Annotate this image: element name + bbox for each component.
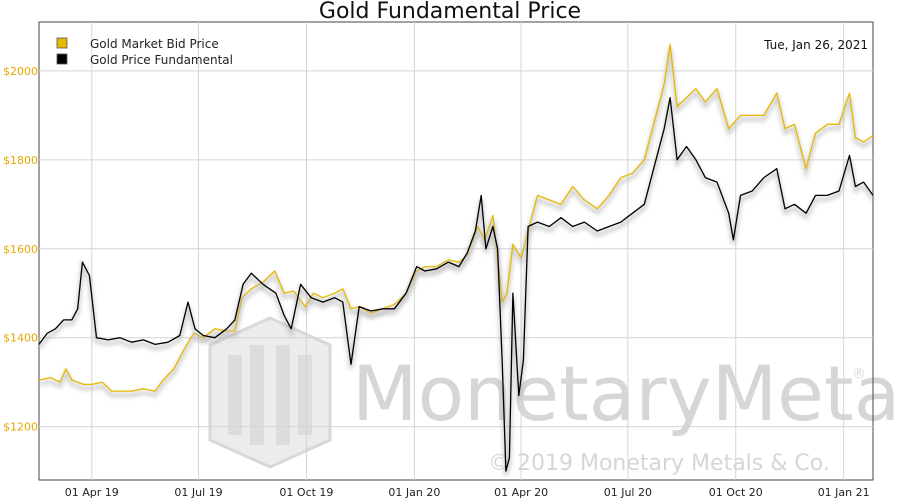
x-tick-label: 01 Oct 20 [709,486,763,499]
x-tick-label: 01 Jul 20 [604,486,652,499]
y-tick-label: $2000 [3,65,38,78]
legend-label: Gold Price Fundamental [90,53,233,67]
legend-label: Gold Market Bid Price [90,37,219,51]
y-tick-label: $1800 [3,154,38,167]
y-tick-label: $1400 [3,332,38,345]
legend-swatch [56,37,68,49]
gold-market-bid-price-line [38,43,874,392]
x-tick-label: 01 Jul 19 [174,486,222,499]
plot-frame [38,21,874,481]
grid [39,22,873,480]
legend-swatch [56,53,68,65]
x-tick-label: 01 Jan 21 [818,486,870,499]
x-tick-label: 01 Apr 20 [494,486,548,499]
legend: Gold Market Bid Price Gold Price Fundamen… [56,37,233,67]
gold-price-fundamental-shadow [37,101,875,476]
y-tick-label: $1600 [3,243,38,256]
watermark-copyright: © 2019 Monetary Metals & Co. [488,451,830,476]
x-tick-label: 01 Apr 19 [65,486,119,499]
watermark-registered: ® [852,366,866,382]
x-tick-label: 01 Oct 19 [279,486,333,499]
gold-price-fundamental-line [38,96,874,472]
x-tick-label: 01 Jan 20 [388,486,440,499]
chart-date: Tue, Jan 26, 2021 [763,38,868,52]
series-layer [37,43,875,476]
y-tick-label: $1200 [3,421,38,434]
watermark-logo-icon [208,316,332,469]
y-axis-ticks: $1200 $1400 $1600 $1800 $2000 [3,65,38,434]
chart-title: Gold Fundamental Price [319,0,581,24]
x-axis-ticks: 01 Apr 19 01 Jul 19 01 Oct 19 01 Jan 20 01 A… [65,486,870,499]
